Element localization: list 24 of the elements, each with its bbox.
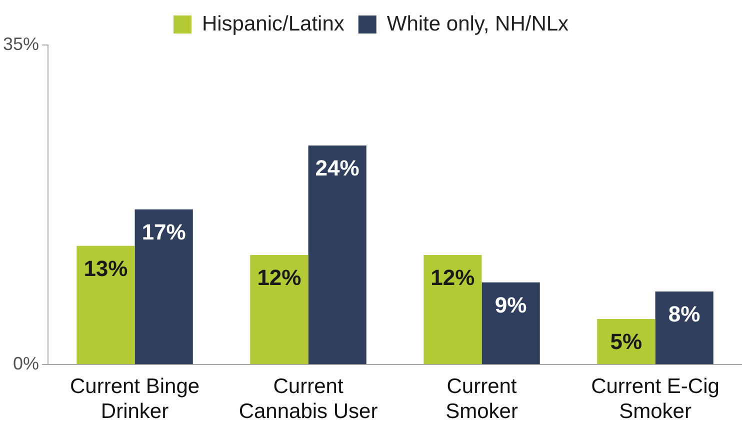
text: 17% — [142, 219, 186, 244]
legend-label: White only, NH/NLx — [386, 12, 570, 36]
bar — [655, 292, 714, 364]
y-tick-label: 35% — [2, 34, 40, 54]
text: 24% — [315, 156, 360, 181]
x-tick-label: Current E-Cig Smoker — [591, 374, 720, 424]
bar — [308, 145, 366, 364]
x-tick-label: Current Binge Drinker — [70, 374, 200, 424]
text: 9% — [494, 292, 527, 318]
text: 13% — [84, 256, 128, 281]
text: 12% — [257, 265, 302, 290]
bar — [76, 246, 135, 364]
text: 12% — [430, 265, 475, 290]
legend-label: Hispanic/Latinx — [202, 12, 345, 36]
bar — [482, 282, 540, 364]
bar — [597, 318, 656, 364]
x-tick-label: Current Smoker — [446, 374, 518, 424]
bar — [250, 255, 308, 364]
bar — [424, 255, 482, 364]
y-tick-label: 0% — [13, 354, 40, 374]
bar — [134, 209, 193, 364]
text: 8% — [668, 302, 700, 327]
x-tick-label: Current Cannabis User — [238, 374, 378, 424]
text: 5% — [610, 329, 642, 354]
